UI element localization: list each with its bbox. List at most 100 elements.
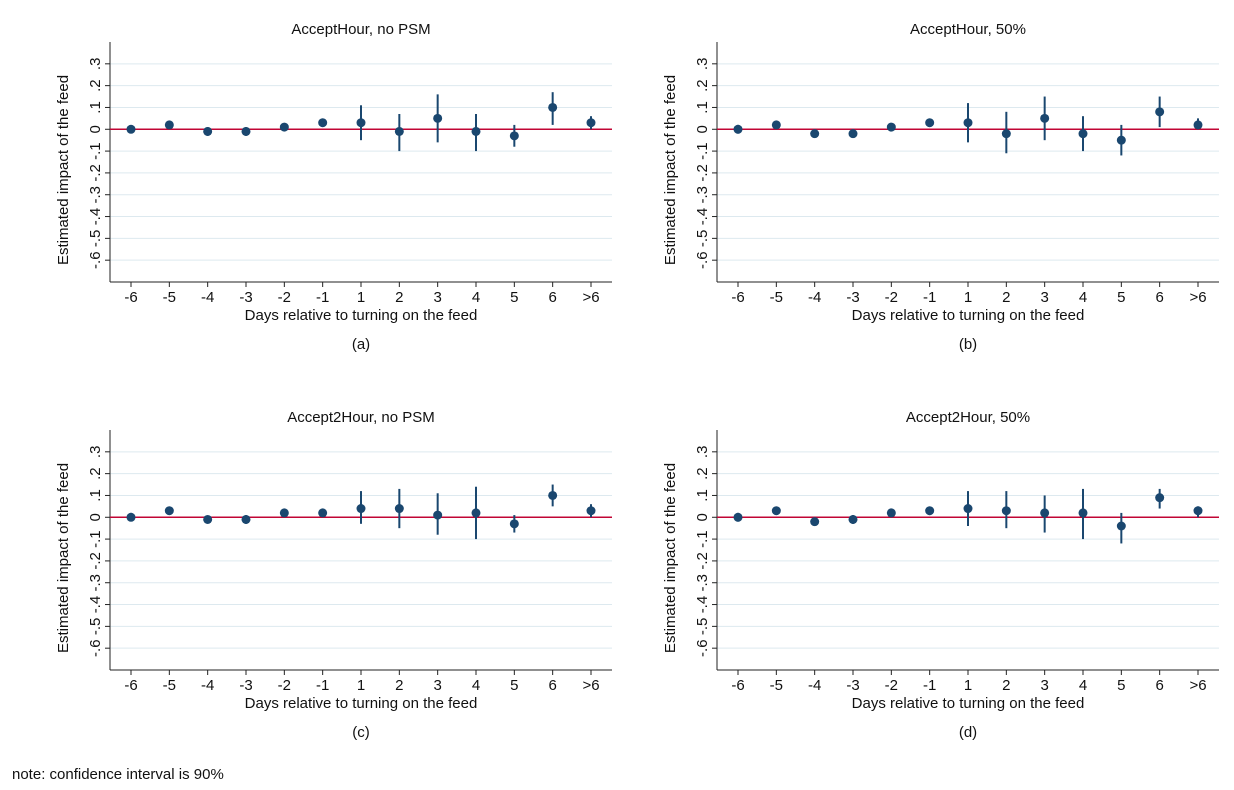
- x-tick-label: >6: [1189, 289, 1206, 306]
- x-tick-label: -1: [923, 677, 936, 694]
- x-tick-label: -6: [124, 677, 137, 694]
- y-tick-label: -.1: [694, 142, 711, 160]
- y-tick-label: .1: [694, 489, 711, 502]
- y-tick-label: -.6: [694, 251, 711, 269]
- point: [886, 122, 896, 132]
- x-tick-label: -5: [163, 677, 176, 694]
- point: [1116, 521, 1126, 531]
- y-tick-label: .2: [87, 79, 104, 92]
- x-tick-label: 2: [1002, 289, 1010, 306]
- x-tick-label: -6: [731, 677, 744, 694]
- y-tick-label: 0: [694, 125, 711, 133]
- point: [1193, 506, 1203, 516]
- subtitle: (c): [352, 724, 370, 741]
- chart-title: AcceptHour, 50%: [910, 21, 1026, 38]
- point: [1155, 493, 1165, 503]
- point: [1116, 135, 1126, 145]
- note: note: confidence interval is 90%: [12, 766, 224, 783]
- point: [126, 512, 136, 522]
- point: [848, 129, 858, 139]
- x-tick-label: 6: [548, 289, 556, 306]
- y-tick-label: -.6: [87, 251, 104, 269]
- x-tick-label: -1: [316, 677, 329, 694]
- y-axis-label: Estimated impact of the feed: [662, 75, 679, 265]
- y-tick-label: 0: [87, 513, 104, 521]
- y-tick-label: -.2: [87, 164, 104, 182]
- point: [241, 514, 251, 524]
- point: [1040, 113, 1050, 123]
- point: [126, 124, 136, 134]
- y-tick-label: -.4: [87, 208, 104, 226]
- subtitle: (d): [959, 724, 977, 741]
- x-tick-label: 3: [1040, 677, 1048, 694]
- chart-title: Accept2Hour, no PSM: [287, 409, 435, 426]
- point: [241, 126, 251, 136]
- x-tick-label: -4: [201, 289, 214, 306]
- x-tick-label: 4: [472, 677, 480, 694]
- x-tick-label: 6: [1155, 289, 1163, 306]
- point: [1078, 129, 1088, 139]
- x-tick-label: -1: [316, 289, 329, 306]
- point: [394, 126, 404, 136]
- point: [471, 126, 481, 136]
- point: [433, 510, 443, 520]
- x-tick-label: 3: [433, 677, 441, 694]
- point: [356, 504, 366, 514]
- x-tick-label: -2: [885, 677, 898, 694]
- x-axis-label: Days relative to turning on the feed: [852, 307, 1085, 324]
- point: [1001, 506, 1011, 516]
- point: [733, 512, 743, 522]
- y-tick-label: -.1: [87, 142, 104, 160]
- x-tick-label: 5: [1117, 677, 1125, 694]
- x-axis-label: Days relative to turning on the feed: [245, 695, 478, 712]
- x-tick-label: -3: [846, 677, 859, 694]
- x-tick-label: 1: [357, 677, 365, 694]
- x-tick-label: 6: [548, 677, 556, 694]
- point: [586, 118, 596, 128]
- point: [509, 519, 519, 529]
- x-tick-label: -6: [731, 289, 744, 306]
- x-tick-label: >6: [582, 289, 599, 306]
- y-tick-label: -.3: [87, 186, 104, 204]
- x-tick-label: 2: [1002, 677, 1010, 694]
- x-tick-label: >6: [582, 677, 599, 694]
- y-tick-label: 0: [694, 513, 711, 521]
- point: [886, 508, 896, 518]
- x-tick-label: 4: [1079, 289, 1087, 306]
- y-tick-label: .1: [694, 101, 711, 114]
- y-tick-label: .2: [87, 467, 104, 480]
- y-tick-label: .1: [87, 489, 104, 502]
- point: [394, 504, 404, 514]
- point: [164, 120, 174, 130]
- y-tick-label: -.3: [694, 574, 711, 592]
- x-tick-label: 3: [433, 289, 441, 306]
- y-axis-label: Estimated impact of the feed: [662, 463, 679, 653]
- x-tick-label: -2: [278, 289, 291, 306]
- x-tick-label: -4: [808, 289, 821, 306]
- y-axis-label: Estimated impact of the feed: [55, 75, 72, 265]
- y-tick-label: 0: [87, 125, 104, 133]
- x-tick-label: 4: [472, 289, 480, 306]
- y-tick-label: -.1: [87, 530, 104, 548]
- y-tick-label: .3: [694, 58, 711, 71]
- subtitle: (a): [352, 336, 370, 353]
- chart-title: Accept2Hour, 50%: [906, 409, 1030, 426]
- x-tick-label: 2: [395, 677, 403, 694]
- x-tick-label: 5: [510, 289, 518, 306]
- point: [925, 506, 935, 516]
- x-tick-label: -4: [201, 677, 214, 694]
- point: [203, 514, 213, 524]
- x-tick-label: -3: [846, 289, 859, 306]
- x-tick-label: -1: [923, 289, 936, 306]
- point: [279, 122, 289, 132]
- point: [471, 508, 481, 518]
- point: [1078, 508, 1088, 518]
- y-axis-label: Estimated impact of the feed: [55, 463, 72, 653]
- x-tick-label: -6: [124, 289, 137, 306]
- x-axis-label: Days relative to turning on the feed: [852, 695, 1085, 712]
- point: [164, 506, 174, 516]
- x-tick-label: 1: [357, 289, 365, 306]
- y-tick-label: .2: [694, 467, 711, 480]
- y-tick-label: .3: [694, 446, 711, 459]
- y-tick-label: -.5: [87, 230, 104, 248]
